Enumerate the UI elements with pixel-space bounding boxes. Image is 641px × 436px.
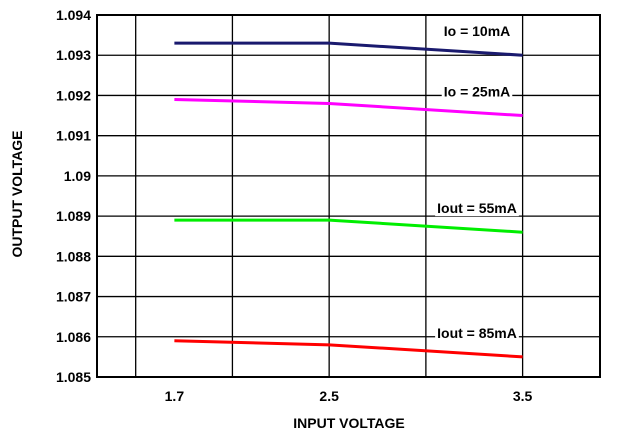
series-label-3: Iout = 55mA — [437, 200, 517, 216]
series-label-background — [435, 200, 519, 217]
y-axis-ticks: 1.085 1.086 1.087 1.088 1.089 1.09 1.091 1.092 1… — [56, 7, 91, 385]
series-label-background — [441, 23, 513, 40]
series-label-background — [435, 324, 519, 341]
series-label-4: Iout = 85mA — [437, 325, 517, 341]
y-axis-title: OUTPUT VOLTAGE — [9, 130, 25, 257]
series-line-2 — [174, 97, 523, 118]
y-tick-label: 1.089 — [56, 208, 91, 224]
series-labels: Io = 10mA Io = 25mA Iout = 55mA Iout = 85mA — [435, 23, 519, 341]
y-tick-label: 1.091 — [56, 128, 91, 144]
y-tick-label: 1.093 — [56, 47, 91, 63]
series-lines — [174, 41, 523, 359]
y-tick-label: 1.085 — [56, 369, 91, 385]
series-label-1: Io = 10mA — [444, 23, 511, 39]
x-axis-title: INPUT VOLTAGE — [293, 415, 404, 431]
grid — [97, 15, 600, 377]
x-tick-label: 1.7 — [165, 388, 185, 404]
plot-frame — [96, 14, 601, 378]
y-tick-label: 1.087 — [56, 289, 91, 305]
y-tick-label: 1.094 — [56, 7, 91, 23]
x-axis-ticks: 1.7 2.5 3.5 — [165, 388, 533, 404]
x-tick-label: 3.5 — [513, 388, 533, 404]
y-tick-label: 1.092 — [56, 87, 91, 103]
y-tick-label: 1.088 — [56, 248, 91, 264]
x-tick-label: 2.5 — [319, 388, 339, 404]
y-tick-label: 1.086 — [56, 329, 91, 345]
series-line-3 — [174, 218, 523, 234]
y-tick-label: 1.09 — [64, 168, 91, 184]
series-line-4 — [174, 339, 523, 359]
series-label-background — [441, 83, 513, 100]
series-label-2: Io = 25mA — [444, 83, 511, 99]
series-line-1 — [174, 41, 523, 57]
